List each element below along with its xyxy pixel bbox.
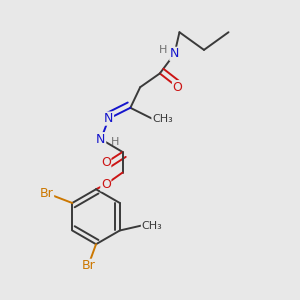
Text: Br: Br: [81, 259, 95, 272]
Text: N: N: [96, 133, 106, 146]
Text: CH₃: CH₃: [141, 220, 162, 231]
Text: N: N: [170, 47, 179, 60]
Text: H: H: [159, 45, 167, 55]
Text: N: N: [104, 112, 113, 125]
Text: O: O: [172, 81, 182, 94]
Text: Br: Br: [40, 187, 54, 200]
Text: CH₃: CH₃: [152, 114, 173, 124]
Text: O: O: [101, 178, 111, 191]
Text: O: O: [101, 156, 111, 169]
Text: H: H: [110, 137, 119, 147]
